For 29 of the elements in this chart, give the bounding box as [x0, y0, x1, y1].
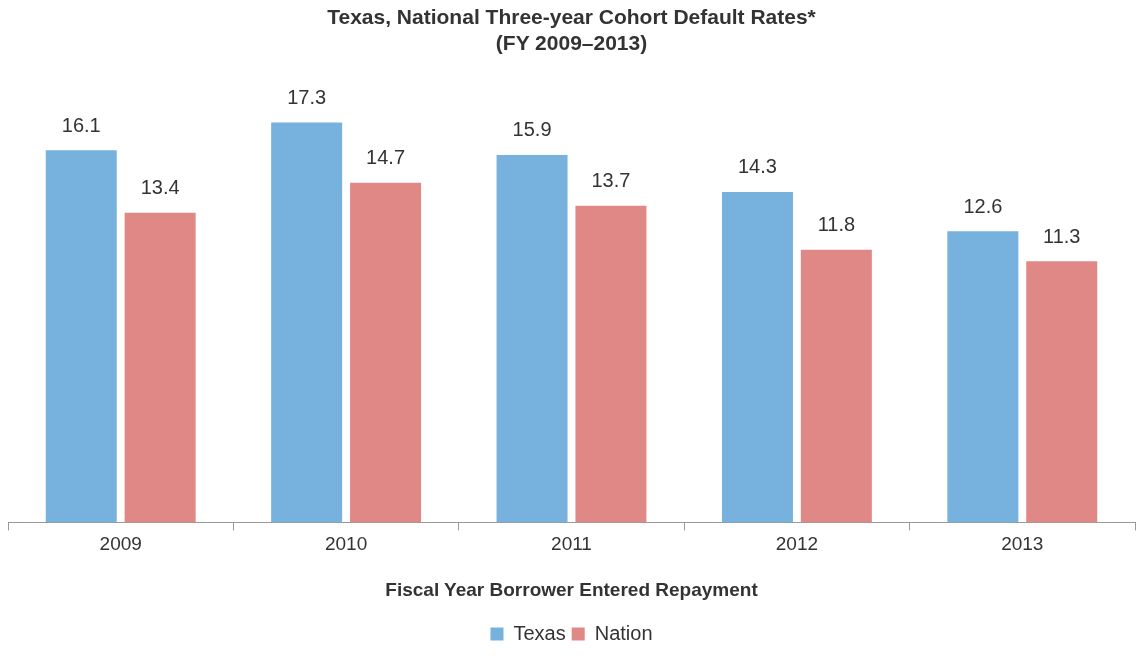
bar: [800, 249, 872, 523]
bar: [575, 205, 647, 523]
bar: [721, 191, 793, 523]
bar: [124, 212, 196, 523]
x-tick-label: 2013: [1001, 533, 1044, 555]
data-label: 17.3: [287, 86, 327, 109]
data-label: 13.4: [140, 176, 180, 199]
bar: [947, 231, 1019, 523]
x-axis-title: Fiscal Year Borrower Entered Repayment: [385, 578, 759, 600]
data-label: 12.6: [963, 194, 1003, 217]
data-label: 15.9: [512, 118, 552, 141]
data-label: 13.7: [591, 169, 631, 192]
x-tick-label: 2010: [324, 533, 368, 555]
data-label: 14.7: [366, 146, 406, 169]
data-label: 14.3: [737, 155, 777, 178]
bar: [271, 122, 343, 523]
legend-label: Texas: [513, 621, 566, 644]
bar: [45, 150, 117, 523]
data-label: 16.1: [61, 113, 101, 136]
data-label: 11.8: [817, 213, 856, 236]
data-label: 11.3: [1043, 224, 1081, 247]
x-tick-label: 2009: [99, 533, 142, 555]
x-tick-label: 2012: [775, 533, 819, 555]
bar: [1026, 261, 1098, 523]
x-tick-label: 2011: [551, 533, 592, 555]
legend-label: Nation: [594, 621, 653, 644]
chart-title: Texas, National Three-year Cohort Default Rates* (FY 2009–2013): [327, 5, 817, 54]
bar: [350, 182, 422, 523]
bar: [496, 154, 568, 523]
